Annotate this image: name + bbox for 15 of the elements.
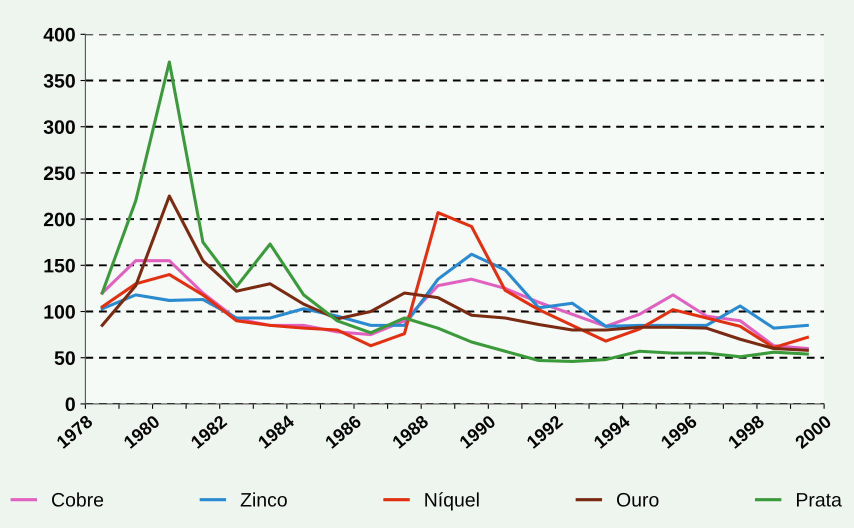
legend-label: Cobre (52, 492, 104, 507)
y-tick-label: 150 (44, 258, 75, 273)
y-tick-label: 250 (44, 166, 75, 180)
y-tick-label: 300 (44, 120, 75, 134)
legend-label: Ouro (616, 492, 658, 507)
y-tick-label: 400 (44, 28, 75, 42)
y-tick-label: 200 (44, 212, 75, 226)
y-tick-label: 50 (54, 351, 75, 365)
legend-label: Níquel (425, 492, 479, 510)
y-tick-label: 0 (66, 397, 75, 412)
line-series (100, 60, 809, 363)
legend-label: Zinco (240, 492, 287, 507)
y-tick-label: 100 (44, 304, 75, 319)
y-tick-label: 350 (44, 74, 75, 88)
legend-label: Prata (796, 493, 842, 507)
